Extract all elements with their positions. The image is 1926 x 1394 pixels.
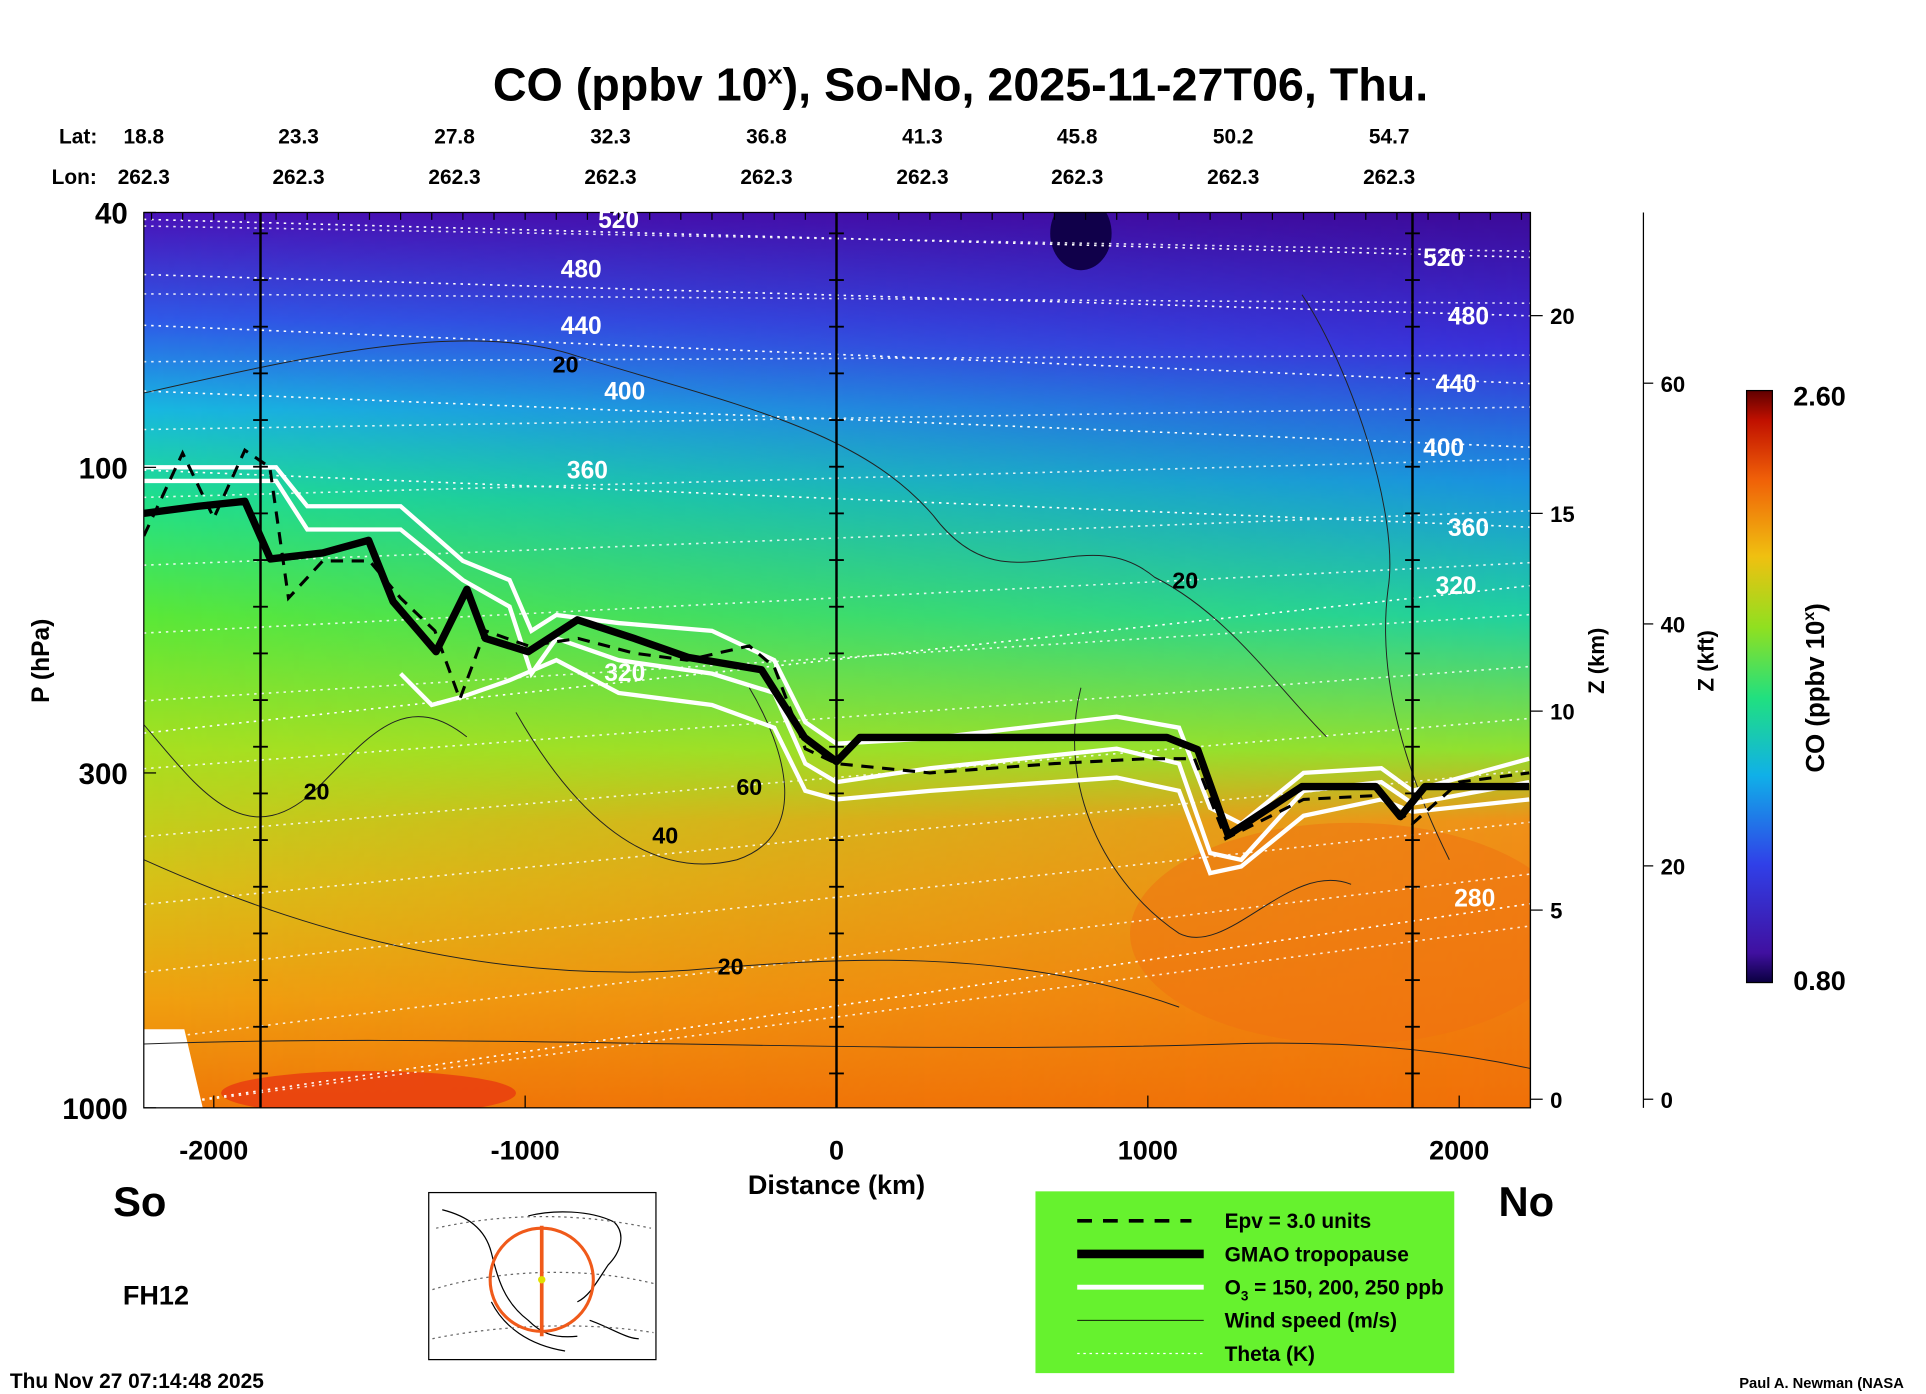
wind-speed-label: 40 (652, 823, 678, 849)
theta-label: 400 (604, 379, 645, 406)
wind-speed-label: 20 (718, 953, 744, 979)
legend: Epv = 3.0 units GMAO tropopause O3 = 150… (1035, 1191, 1455, 1374)
z-kft-tick-label: 40 (1661, 613, 1686, 638)
epv-contour (143, 447, 1530, 841)
theta-label: 520 (1423, 245, 1464, 272)
lat-value: 36.8 (746, 126, 787, 149)
z-km-tick-label: 0 (1550, 1088, 1562, 1113)
wind-speed-label: 60 (736, 774, 762, 800)
theta-label: 440 (1436, 371, 1477, 398)
y-axis-label: P (hPa) (28, 619, 55, 703)
co-field (143, 212, 1531, 1108)
legend-ozone: O3 = 150, 200, 250 ppb (1225, 1277, 1444, 1304)
z-km-axis-label: Z (km) (1584, 628, 1609, 694)
lat-value: 23.3 (278, 126, 319, 149)
theta-label: 320 (1436, 573, 1477, 600)
z-kft-tick-label: 20 (1661, 854, 1686, 879)
lon-value: 262.3 (428, 166, 480, 189)
lat-value: 54.7 (1369, 126, 1410, 149)
chart-title: CO (ppbv 10x), So-No, 2025-11-27T06, Thu… (493, 59, 1428, 111)
lon-value: 262.3 (272, 166, 324, 189)
lon-value: 262.3 (584, 166, 636, 189)
lat-value: 32.3 (590, 126, 631, 149)
y-tick-label: 100 (79, 452, 128, 485)
z-kft-tick-label: 60 (1661, 372, 1686, 397)
tropopause-line (143, 497, 1530, 839)
lat-value: 50.2 (1213, 126, 1254, 149)
location-map-inset (428, 1191, 657, 1361)
ozone-contour-150 (143, 465, 1530, 827)
legend-wind: Wind speed (m/s) (1225, 1310, 1398, 1333)
z-km-tick-label: 20 (1550, 304, 1575, 329)
lon-value: 262.3 (896, 166, 948, 189)
lon-value: 262.3 (1207, 166, 1259, 189)
x-tick-label: 1000 (1118, 1135, 1178, 1165)
forecast-hour: FH12 (123, 1280, 189, 1310)
x-tick-label: 0 (829, 1135, 844, 1165)
lat-value: 45.8 (1057, 126, 1098, 149)
y-tick-label: 300 (79, 758, 128, 791)
credit: Paul A. Newman (NASA (1739, 1376, 1904, 1392)
z-km-tick-label: 15 (1550, 502, 1575, 527)
legend-theta: Theta (K) (1225, 1343, 1315, 1366)
lat-value: 18.8 (123, 126, 164, 149)
theta-label: 320 (604, 660, 645, 687)
theta-contour (143, 925, 1531, 1108)
x-tick-label: 2000 (1429, 1135, 1489, 1165)
z-kft-tick-label: 0 (1661, 1088, 1673, 1113)
lon-label: Lon: (52, 166, 97, 189)
theta-label: 480 (561, 257, 602, 284)
colorbar (1745, 389, 1773, 984)
legend-tropopause: GMAO tropopause (1225, 1243, 1409, 1266)
x-tick-label: -1000 (491, 1135, 560, 1165)
theta-contour (143, 665, 1531, 770)
lon-value: 262.3 (1051, 166, 1103, 189)
north-label: No (1498, 1178, 1554, 1225)
lat-value: 27.8 (434, 126, 475, 149)
timestamp: Thu Nov 27 07:14:48 2025 (10, 1370, 264, 1393)
theta-label: 440 (561, 313, 602, 340)
lon-value: 262.3 (740, 166, 792, 189)
wind-speed-label: 20 (553, 352, 579, 378)
theta-label: 360 (567, 458, 608, 485)
theta-label: 480 (1448, 303, 1489, 330)
lat-value: 41.3 (902, 126, 943, 149)
z-km-tick-label: 5 (1550, 899, 1562, 924)
y-tick-label: 40 (95, 198, 128, 231)
wind-speed-label: 20 (304, 778, 330, 804)
south-label: So (113, 1178, 166, 1225)
z-kft-axis-label: Z (kft) (1693, 630, 1718, 691)
theta-label: 360 (1448, 515, 1489, 542)
z-km-tick-label: 10 (1550, 700, 1575, 725)
colorbar-max: 2.60 (1793, 381, 1846, 411)
theta-label: 280 (1454, 885, 1495, 912)
lon-value: 262.3 (118, 166, 170, 189)
ozone-contour-200 (143, 478, 1530, 863)
lat-label: Lat: (59, 126, 97, 149)
y-tick-label: 1000 (62, 1093, 128, 1126)
theta-label: 400 (1423, 435, 1464, 462)
wind-speed-label: 20 (1172, 568, 1198, 594)
legend-epv: Epv = 3.0 units (1225, 1210, 1372, 1233)
colorbar-label: CO (ppbv 10x) (1801, 603, 1830, 772)
colorbar-min: 0.80 (1793, 966, 1846, 996)
x-axis-label: Distance (km) (748, 1170, 925, 1200)
lon-value: 262.3 (1363, 166, 1415, 189)
x-tick-label: -2000 (179, 1135, 248, 1165)
theta-label: 520 (598, 207, 639, 234)
